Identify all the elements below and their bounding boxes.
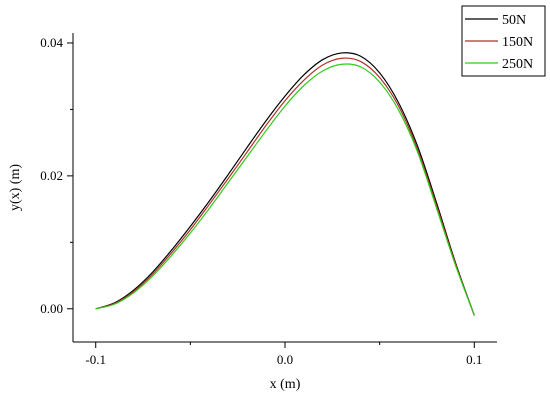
x-axis-title: x (m) bbox=[270, 377, 301, 392]
series-line-150n bbox=[95, 57, 475, 316]
legend-label-50n: 50N bbox=[502, 13, 526, 28]
x-tick-label: -0.1 bbox=[85, 352, 106, 367]
legend: 50N 150N 250N bbox=[461, 5, 546, 77]
x-tick-label: 0.1 bbox=[466, 352, 482, 367]
legend-label-250n: 250N bbox=[502, 57, 533, 72]
y-tick-label: 0.04 bbox=[40, 35, 63, 50]
series-layer bbox=[95, 52, 475, 316]
series-line-250n bbox=[95, 63, 475, 316]
x-tick-label: 0.0 bbox=[277, 352, 293, 367]
x-axis: -0.1 0.0 0.1 bbox=[73, 341, 497, 367]
series-line-50n bbox=[95, 52, 475, 316]
y-axis-title: y(x) (m) bbox=[8, 164, 23, 211]
y-tick-label: 0.00 bbox=[40, 301, 63, 316]
legend-label-150n: 150N bbox=[502, 35, 533, 50]
y-tick-label: 0.02 bbox=[40, 168, 63, 183]
y-axis: 0.00 0.02 0.04 bbox=[40, 33, 74, 342]
